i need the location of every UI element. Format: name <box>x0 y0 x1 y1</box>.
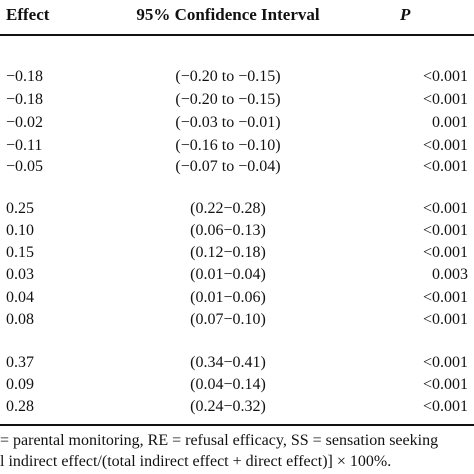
ci-cell: (−0.07 to −0.04) <box>175 158 281 175</box>
footnote: l indirect effect/(total indirect effect… <box>0 453 392 470</box>
effect-cell: 0.09 <box>6 376 34 393</box>
ci-cell: (−0.20 to −0.15) <box>175 91 281 108</box>
footnote: = parental monitoring, RE = refusal effi… <box>0 432 439 449</box>
ci-cell: (0.01−0.06) <box>190 289 266 306</box>
p-cell: <0.001 <box>422 158 468 175</box>
ci-cell: (−0.16 to −0.10) <box>175 137 281 154</box>
header-rule <box>0 34 474 36</box>
p-cell: 0.001 <box>432 114 468 131</box>
footer-rule <box>0 424 474 426</box>
effect-cell: −0.02 <box>6 114 44 131</box>
ci-cell: (0.22−0.28) <box>190 200 266 217</box>
effect-cell: 0.03 <box>6 266 34 283</box>
effect-cell: −0.11 <box>6 137 43 154</box>
ci-cell: (0.06−0.13) <box>190 222 266 239</box>
header-confidence-interval: 95% Confidence Interval <box>136 5 320 24</box>
ci-cell: (0.24−0.32) <box>190 398 266 415</box>
p-cell: 0.003 <box>432 266 468 283</box>
p-cell: <0.001 <box>422 137 468 154</box>
ci-cell: (−0.03 to −0.01) <box>175 114 281 131</box>
effect-cell: 0.04 <box>6 289 34 306</box>
ci-cell: (0.34−0.41) <box>190 354 266 371</box>
header-effect: Effect <box>6 5 50 24</box>
p-cell: <0.001 <box>422 91 468 108</box>
effect-cell: 0.10 <box>6 222 34 239</box>
effect-cell: 0.25 <box>6 200 34 217</box>
ci-cell: (0.01−0.04) <box>190 266 266 283</box>
p-cell: <0.001 <box>422 398 468 415</box>
p-cell: <0.001 <box>422 376 468 393</box>
effect-cell: 0.28 <box>6 398 34 415</box>
header-p-value: P <box>400 5 411 24</box>
p-cell: <0.001 <box>422 244 468 261</box>
effect-cell: −0.05 <box>6 158 44 175</box>
effect-cell: 0.08 <box>6 311 34 328</box>
p-cell: <0.001 <box>422 68 468 85</box>
ci-cell: (0.12−0.18) <box>190 244 266 261</box>
effect-cell: 0.15 <box>6 244 34 261</box>
ci-cell: (−0.20 to −0.15) <box>175 68 281 85</box>
p-cell: <0.001 <box>422 354 468 371</box>
p-cell: <0.001 <box>422 222 468 239</box>
effect-cell: 0.37 <box>6 354 34 371</box>
p-cell: <0.001 <box>422 289 468 306</box>
effect-cell: −0.18 <box>6 68 44 85</box>
p-cell: <0.001 <box>422 311 468 328</box>
ci-cell: (0.07−0.10) <box>190 311 266 328</box>
p-cell: <0.001 <box>422 200 468 217</box>
effect-cell: −0.18 <box>6 91 44 108</box>
ci-cell: (0.04−0.14) <box>190 376 266 393</box>
